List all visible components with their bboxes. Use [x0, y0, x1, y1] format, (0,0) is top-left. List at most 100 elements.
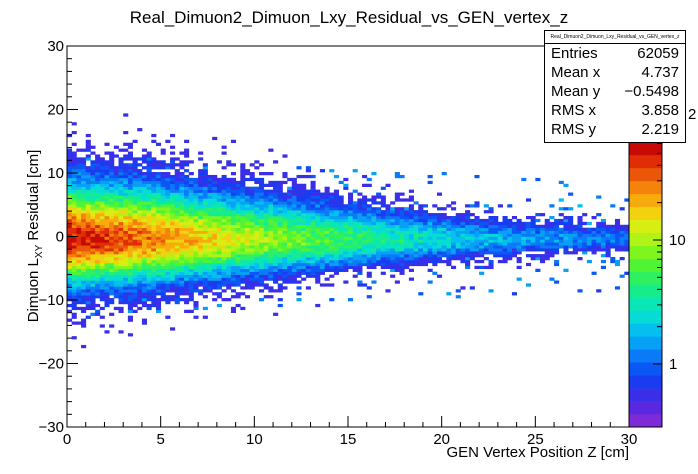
heatmap-cell	[348, 215, 354, 220]
heatmap-cell	[226, 192, 232, 196]
heatmap-cell	[226, 177, 232, 182]
heatmap-cell	[127, 251, 133, 255]
heatmap-cell	[282, 286, 288, 290]
heatmap-cell	[71, 218, 77, 223]
heatmap-cell	[123, 265, 129, 270]
heatmap-cell	[460, 218, 466, 223]
heatmap-cell	[493, 251, 499, 255]
heatmap-cell	[338, 254, 344, 258]
heatmap-cell	[123, 183, 129, 187]
heatmap-cell	[287, 218, 293, 223]
heatmap-cell	[76, 189, 82, 193]
heatmap-cell	[521, 242, 527, 246]
heatmap-cell	[85, 145, 91, 149]
heatmap-cell	[586, 259, 592, 264]
heatmap-cell	[184, 213, 190, 217]
heatmap-cell	[558, 227, 564, 231]
heatmap-cell	[348, 259, 354, 264]
heatmap-cell	[193, 303, 199, 308]
heatmap-cell	[446, 248, 452, 252]
heatmap-cell	[151, 271, 157, 275]
heatmap-cell	[287, 268, 293, 272]
heatmap-cell	[301, 245, 307, 249]
heatmap-cell	[174, 230, 180, 234]
heatmap-cell	[137, 262, 143, 267]
heatmap-cell	[273, 248, 279, 252]
heatmap-cell	[104, 207, 110, 211]
heatmap-cell	[535, 254, 541, 258]
heatmap-cell	[137, 201, 143, 205]
heatmap-cell	[535, 230, 541, 234]
heatmap-cell	[71, 303, 77, 308]
heatmap-cell	[174, 298, 180, 302]
heatmap-cell	[497, 251, 503, 255]
heatmap-cell	[216, 248, 222, 252]
heatmap-cell	[141, 224, 148, 229]
heatmap-cell	[207, 183, 213, 187]
heatmap-cell	[333, 218, 340, 223]
heatmap-cell	[362, 207, 368, 211]
heatmap-cell	[193, 254, 199, 258]
heatmap-cell	[296, 286, 302, 290]
heatmap-cell	[483, 239, 489, 243]
heatmap-cell	[371, 259, 377, 264]
heatmap-cell	[230, 274, 236, 278]
heatmap-cell	[155, 183, 162, 187]
heatmap-cell	[174, 271, 180, 275]
heatmap-cell	[118, 207, 124, 211]
heatmap-cell	[432, 215, 438, 220]
heatmap-cell	[563, 207, 569, 211]
heatmap-cell	[67, 160, 73, 164]
heatmap-cell	[179, 254, 185, 258]
heatmap-cell	[324, 262, 330, 267]
heatmap-cell	[366, 233, 372, 237]
heatmap-cell	[282, 254, 288, 258]
heatmap-cell	[174, 286, 180, 290]
heatmap-cell	[202, 283, 208, 287]
heatmap-cell	[263, 230, 269, 234]
heatmap-cell	[76, 207, 82, 211]
heatmap-cell	[95, 312, 101, 316]
heatmap-cell	[244, 204, 251, 208]
heatmap-cell	[95, 289, 101, 293]
heatmap-cell	[554, 224, 560, 229]
heatmap-cell	[212, 292, 218, 296]
heatmap-cell	[104, 265, 110, 270]
heatmap-cell	[95, 154, 101, 158]
heatmap-cell	[432, 233, 438, 237]
heatmap-cell	[151, 189, 157, 193]
heatmap-cell	[324, 251, 330, 255]
heatmap-cell	[104, 166, 110, 170]
heatmap-cell	[99, 215, 105, 220]
heatmap-cell	[99, 295, 105, 299]
heatmap-cell	[230, 189, 236, 193]
heatmap-cell	[352, 210, 358, 214]
heatmap-cell	[329, 268, 335, 272]
heatmap-cell	[413, 233, 419, 237]
heatmap-cell	[113, 172, 119, 176]
heatmap-cell	[127, 309, 133, 313]
heatmap-cell	[90, 174, 96, 179]
heatmap-cell	[118, 198, 124, 202]
heatmap-cell	[174, 183, 180, 187]
heatmap-cell	[113, 186, 119, 190]
heatmap-cell	[90, 169, 96, 173]
heatmap-cell	[446, 218, 452, 223]
heatmap-cell	[216, 213, 222, 217]
heatmap-cell	[226, 230, 232, 234]
heatmap-cell	[81, 218, 87, 223]
heatmap-cell	[352, 268, 358, 272]
heatmap-cell	[315, 268, 321, 272]
heatmap-cell	[296, 221, 302, 226]
heatmap-cell	[81, 283, 87, 287]
heatmap-cell	[193, 215, 199, 220]
heatmap-cell	[460, 224, 466, 229]
heatmap-cell	[67, 227, 73, 231]
heatmap-cell	[95, 274, 101, 278]
heatmap-cell	[198, 230, 204, 234]
heatmap-cell	[170, 177, 176, 182]
heatmap-cell	[488, 218, 494, 223]
heatmap-cell	[104, 245, 110, 249]
heatmap-cell	[366, 204, 372, 208]
heatmap-cell	[230, 268, 236, 272]
